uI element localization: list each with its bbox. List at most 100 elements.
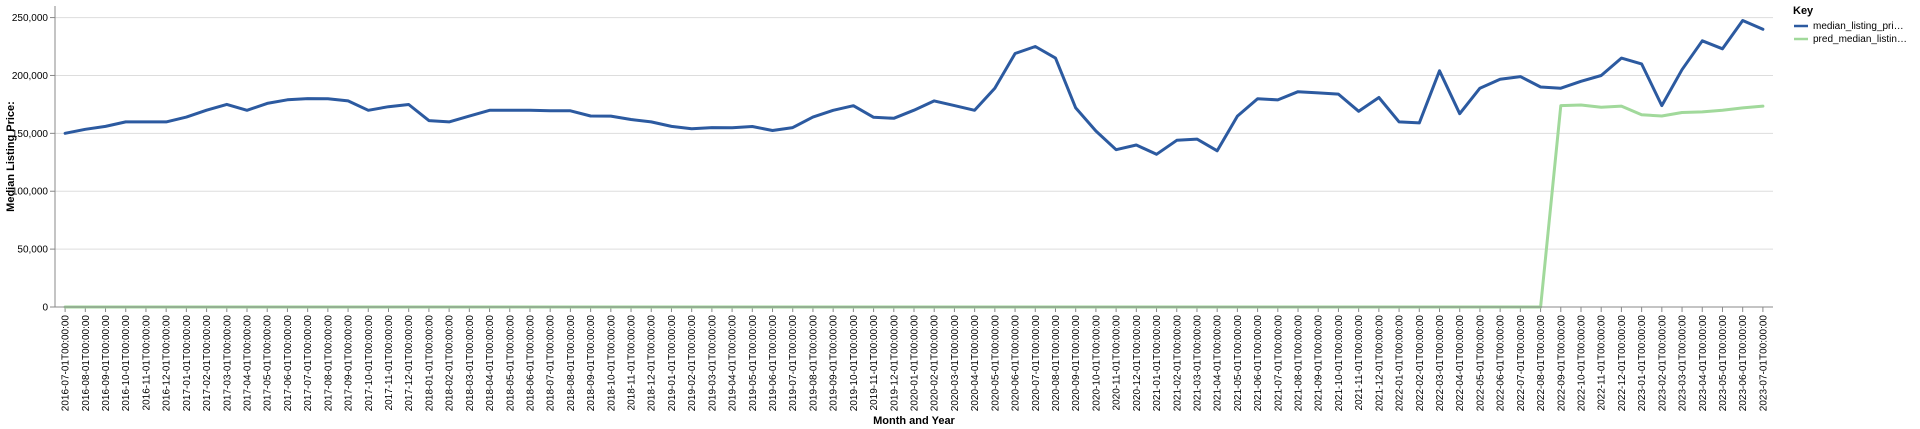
- x-tick-label: 2017-10-01T00:00:00: [364, 315, 375, 412]
- x-tick-label: 2019-11-01T00:00:00: [869, 315, 880, 411]
- legend-label: pred_median_listin…: [1813, 34, 1907, 45]
- x-tick-label: 2020-05-01T00:00:00: [990, 315, 1001, 412]
- x-tick-label: 2019-09-01T00:00:00: [829, 315, 840, 412]
- x-tick-label: 2019-06-01T00:00:00: [768, 315, 779, 412]
- x-tick-label: 2022-10-01T00:00:00: [1576, 315, 1587, 412]
- x-tick-label: 2018-11-01T00:00:00: [627, 315, 638, 411]
- x-tick-label: 2017-05-01T00:00:00: [263, 315, 274, 412]
- x-tick-label: 2019-12-01T00:00:00: [889, 315, 900, 412]
- x-tick-label: 2018-06-01T00:00:00: [525, 315, 536, 412]
- legend: Key median_listing_pri… pred_median_listi…: [1793, 5, 1907, 45]
- x-tick-label: 2020-04-01T00:00:00: [970, 315, 981, 412]
- x-tick-label: 2018-12-01T00:00:00: [647, 315, 658, 412]
- x-tick-label: 2019-10-01T00:00:00: [849, 315, 860, 412]
- x-tick-label: 2022-03-01T00:00:00: [1435, 315, 1446, 412]
- x-tick-label: 2018-08-01T00:00:00: [566, 315, 577, 412]
- y-axis-ticks: 0 50,000 100,000 150,000 200,000 250,000: [12, 13, 55, 314]
- x-tick-label: 2021-04-01T00:00:00: [1213, 315, 1224, 412]
- x-tick-label: 2022-07-01T00:00:00: [1516, 315, 1527, 412]
- grid-lines: [55, 17, 1773, 308]
- x-tick-label: 2016-12-01T00:00:00: [162, 315, 173, 412]
- x-tick-label: 2020-02-01T00:00:00: [930, 315, 941, 412]
- x-tick-label: 2019-07-01T00:00:00: [788, 315, 799, 412]
- x-tick-label: 2019-05-01T00:00:00: [748, 315, 759, 412]
- x-tick-label: 2022-11-01T00:00:00: [1597, 315, 1608, 411]
- x-tick-label: 2017-03-01T00:00:00: [222, 315, 233, 412]
- x-tick-label: 2023-03-01T00:00:00: [1678, 315, 1689, 412]
- x-tick-label: 2021-11-01T00:00:00: [1354, 315, 1365, 411]
- x-tick-label: 2021-01-01T00:00:00: [1152, 315, 1163, 412]
- series-lines: [63, 19, 1765, 309]
- x-tick-label: 2017-07-01T00:00:00: [303, 315, 314, 412]
- x-tick-label: 2020-12-01T00:00:00: [1132, 315, 1143, 412]
- x-tick-label: 2023-06-01T00:00:00: [1738, 315, 1749, 412]
- legend-title: Key: [1793, 5, 1814, 17]
- x-tick-label: 2022-08-01T00:00:00: [1536, 315, 1547, 412]
- x-tick-label: 2018-01-01T00:00:00: [424, 315, 435, 412]
- x-tick-label: 2022-12-01T00:00:00: [1617, 315, 1628, 412]
- x-tick-label: 2017-02-01T00:00:00: [202, 315, 213, 412]
- x-tick-label: 2019-03-01T00:00:00: [707, 315, 718, 412]
- x-tick-label: 2022-02-01T00:00:00: [1415, 315, 1426, 412]
- x-tick-label: 2019-02-01T00:00:00: [687, 315, 698, 412]
- x-tick-label: 2016-11-01T00:00:00: [141, 315, 152, 411]
- x-tick-label: 2018-10-01T00:00:00: [606, 315, 617, 412]
- x-tick-label: 2018-09-01T00:00:00: [586, 315, 597, 412]
- x-tick-label: 2017-12-01T00:00:00: [404, 315, 415, 412]
- x-tick-label: 2022-04-01T00:00:00: [1455, 315, 1466, 412]
- x-tick-label: 2016-07-01T00:00:00: [61, 315, 72, 412]
- x-tick-label: 2018-04-01T00:00:00: [485, 315, 496, 412]
- x-tick-label: 2021-06-01T00:00:00: [1253, 315, 1264, 412]
- y-tick-label: 100,000: [12, 187, 49, 198]
- x-tick-label: 2020-01-01T00:00:00: [910, 315, 921, 412]
- x-tick-label: 2018-03-01T00:00:00: [465, 315, 476, 412]
- x-tick-label: 2019-01-01T00:00:00: [667, 315, 678, 412]
- y-tick-label: 250,000: [12, 13, 49, 24]
- x-tick-label: 2018-02-01T00:00:00: [445, 315, 456, 412]
- x-tick-label: 2020-07-01T00:00:00: [1031, 315, 1042, 412]
- y-axis-title: Median Listing Price:: [5, 101, 17, 212]
- x-tick-label: 2022-05-01T00:00:00: [1475, 315, 1486, 412]
- legend-items: median_listing_pri… pred_median_listin…: [1794, 21, 1907, 45]
- y-tick-label: 0: [42, 303, 48, 314]
- x-tick-label: 2021-07-01T00:00:00: [1273, 315, 1284, 412]
- y-tick-label: 150,000: [12, 129, 49, 140]
- x-tick-label: 2018-05-01T00:00:00: [505, 315, 516, 412]
- x-tick-label: 2021-10-01T00:00:00: [1334, 315, 1345, 412]
- x-tick-label: 2018-07-01T00:00:00: [546, 315, 557, 412]
- x-tick-label: 2017-04-01T00:00:00: [243, 315, 254, 412]
- x-tick-label: 2016-10-01T00:00:00: [121, 315, 132, 412]
- x-tick-label: 2017-11-01T00:00:00: [384, 315, 395, 411]
- x-tick-label: 2017-08-01T00:00:00: [323, 315, 334, 412]
- x-tick-label: 2021-05-01T00:00:00: [1233, 315, 1244, 412]
- x-tick-label: 2020-10-01T00:00:00: [1091, 315, 1102, 412]
- x-tick-label: 2022-06-01T00:00:00: [1496, 315, 1507, 412]
- x-tick-label: 2017-01-01T00:00:00: [182, 315, 193, 412]
- series-line-1: [63, 19, 1765, 156]
- x-tick-label: 2020-08-01T00:00:00: [1051, 315, 1062, 412]
- x-tick-label: 2020-09-01T00:00:00: [1071, 315, 1082, 412]
- series-line-2: [63, 103, 1765, 309]
- x-tick-label: 2021-09-01T00:00:00: [1314, 315, 1325, 412]
- x-tick-label: 2021-12-01T00:00:00: [1374, 315, 1385, 412]
- x-axis-ticks: 2016-07-01T00:00:00 2016-08-01T00:00:00 20…: [61, 307, 1769, 412]
- x-tick-label: 2023-01-01T00:00:00: [1637, 315, 1648, 412]
- x-tick-label: 2016-08-01T00:00:00: [81, 315, 92, 412]
- x-tick-label: 2019-08-01T00:00:00: [808, 315, 819, 412]
- x-tick-label: 2023-07-01T00:00:00: [1758, 315, 1769, 412]
- x-tick-label: 2021-08-01T00:00:00: [1294, 315, 1305, 412]
- x-tick-label: 2020-11-01T00:00:00: [1112, 315, 1123, 411]
- x-tick-label: 2023-04-01T00:00:00: [1698, 315, 1709, 412]
- x-tick-label: 2019-04-01T00:00:00: [728, 315, 739, 412]
- x-tick-label: 2017-09-01T00:00:00: [344, 315, 355, 412]
- x-tick-label: 2021-03-01T00:00:00: [1192, 315, 1203, 412]
- y-tick-label: 200,000: [12, 71, 49, 82]
- legend-label: median_listing_pri…: [1813, 21, 1904, 32]
- x-tick-label: 2017-06-01T00:00:00: [283, 315, 294, 412]
- x-tick-label: 2023-02-01T00:00:00: [1657, 315, 1668, 412]
- x-tick-label: 2021-02-01T00:00:00: [1172, 315, 1183, 412]
- x-tick-label: 2022-09-01T00:00:00: [1556, 315, 1567, 412]
- x-axis-title: Month and Year: [873, 415, 955, 427]
- y-tick-label: 50,000: [17, 245, 48, 256]
